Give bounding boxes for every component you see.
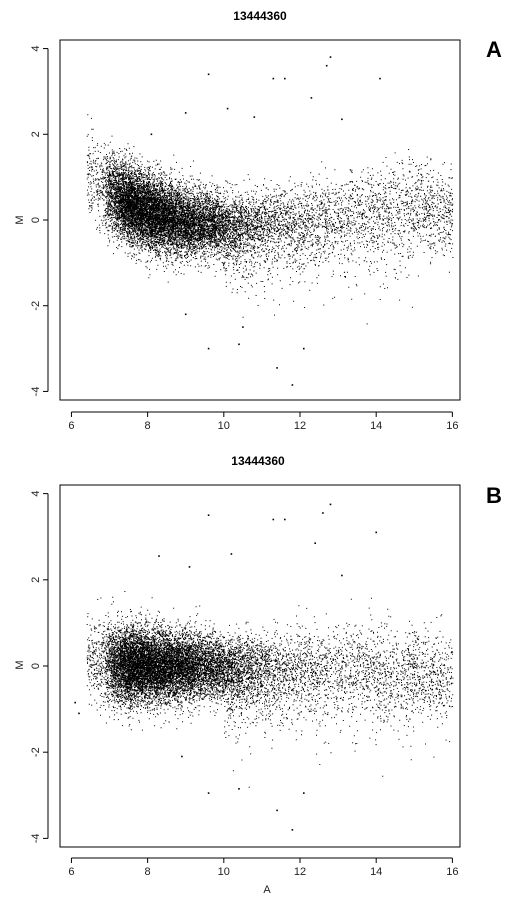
panel-b-x-tick-label: 8 [145, 866, 151, 878]
panel-b-y-tick-label: -4 [30, 833, 42, 843]
panel-a-outlier-point [207, 347, 210, 350]
panel-a-y-tick-label: 4 [30, 46, 42, 52]
panel-a: 13444360 A M 6 8 10 12 14 16 4 2 0 -2 -4 [14, 9, 502, 432]
panel-b-y-tick-label: 2 [30, 577, 42, 583]
panel-a-outlier-point [276, 367, 278, 369]
panel-a-outlier-point [291, 384, 294, 386]
panel-b-y-tick-label: 4 [30, 491, 42, 497]
panel-a-outlier-point [184, 112, 187, 114]
panel-a-ylabel: M [14, 215, 26, 224]
panel-a-outlier-point [253, 116, 256, 118]
panel-b-y-tick-label: -2 [30, 747, 42, 757]
panel-b-outlier-point [230, 553, 233, 555]
panel-a-outlier-point [272, 77, 275, 80]
panel-b-outlier-point [207, 792, 210, 794]
panel-a-outlier-point [303, 347, 305, 350]
panel-a-scatter-cloud [86, 114, 454, 325]
panel-a-outlier-point [207, 73, 210, 76]
panel-b-outlier-point [272, 518, 275, 521]
panel-a-points [86, 56, 454, 386]
panel-a-outlier-point [284, 77, 286, 80]
panel-b-title: 13444360 [231, 454, 285, 468]
panel-a-y-tick-label: -4 [30, 387, 42, 397]
panel-a-outlier-point [150, 133, 153, 136]
panel-b-x-tick-label: 6 [68, 866, 74, 878]
panel-b-x-tick-label: 12 [294, 866, 306, 878]
panel-b-plot-frame [59, 484, 461, 848]
panel-b-points [74, 503, 454, 831]
panel-a-title: 13444360 [233, 9, 287, 23]
panel-b-outlier-point [158, 555, 160, 557]
panel-a-letter: A [486, 37, 502, 62]
panel-b-y-tick-label: 0 [30, 663, 42, 669]
panel-a-outlier-point [379, 77, 381, 80]
panel-b-outlier-point [341, 574, 343, 577]
panel-a-axes: 6 8 10 12 14 16 4 2 0 -2 -4 [30, 46, 459, 432]
panel-a-y-tick-label: 0 [30, 217, 42, 223]
panel-b-outlier-point [276, 809, 278, 812]
panel-b-scatter-cloud [86, 591, 454, 788]
panel-b-axes: 6 8 10 12 14 16 4 2 0 -2 -4 [30, 491, 459, 878]
panel-b-outlier-point [188, 566, 191, 568]
panel-b-outlier-point [303, 792, 305, 794]
panel-b-outlier-point [181, 755, 183, 758]
panel-a-outlier-point [184, 313, 187, 316]
panel-b-x-tick-label: 16 [446, 866, 458, 878]
panel-b-outlier-point [291, 829, 294, 831]
panel-b-outlier-point [207, 514, 210, 516]
panel-a-outlier-point [329, 56, 332, 58]
panel-b-x-tick-label: 14 [370, 866, 382, 878]
panel-a-outlier-point [325, 64, 328, 67]
panel-b-outlier-point [314, 542, 316, 544]
panel-a-x-tick-label: 12 [294, 420, 306, 432]
panel-b-outlier-point [78, 712, 80, 715]
panel-a-plot-frame [59, 39, 461, 401]
panel-b-outlier-point [284, 518, 286, 521]
panel-b-outlier-point [238, 788, 240, 790]
panel-b-letter: B [486, 483, 502, 508]
panel-a-y-tick-label: -2 [30, 301, 42, 311]
panel-b-outlier-point [329, 503, 332, 506]
panel-a-x-tick-label: 10 [218, 420, 230, 432]
panel-a-outlier-point [242, 326, 244, 328]
panel-b-outlier-point [74, 701, 76, 704]
panel-a-x-tick-label: 6 [68, 420, 74, 432]
panel-a-x-tick-label: 16 [446, 420, 458, 432]
panel-a-x-tick-label: 8 [145, 420, 151, 432]
panel-a-y-tick-label: 2 [30, 131, 42, 137]
panel-b-ylabel: M [14, 660, 26, 669]
panel-a-x-tick-label: 14 [370, 420, 382, 432]
panel-a-outlier-point [226, 107, 229, 110]
panel-b: 13444360 B M A 6 8 10 12 14 16 4 2 0 -2 -4 [14, 454, 502, 896]
panel-a-outlier-point [341, 118, 343, 121]
panel-b-outlier-point [322, 512, 324, 514]
panel-a-outlier-point [238, 343, 240, 346]
panel-b-xlabel: A [263, 884, 271, 896]
panel-a-outlier-point [310, 97, 313, 99]
panel-b-x-tick-label: 10 [218, 866, 230, 878]
panel-b-outlier-point [375, 531, 377, 534]
